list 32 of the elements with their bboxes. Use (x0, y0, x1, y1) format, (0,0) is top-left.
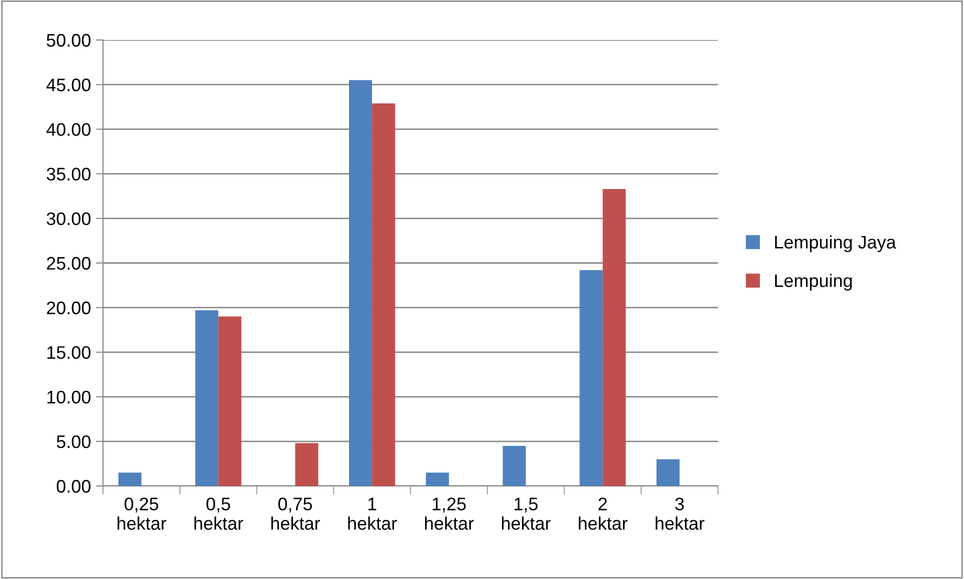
x-tick-label: 0,75 hektar (271, 498, 320, 530)
y-tick-label: 45.00 (46, 78, 90, 92)
x-tick-label: 3 hektar (656, 498, 704, 530)
x-tick-label: 0,25 hektar (118, 498, 166, 530)
legend-label: Lempuing (775, 274, 852, 291)
x-tick-label: 1 hektar (348, 498, 397, 530)
y-tick-label: 0.00 (56, 480, 90, 493)
y-tick-label: 30.00 (46, 212, 90, 226)
bar (602, 188, 626, 486)
y-tick-label: 35.00 (46, 168, 90, 181)
y-tick-label: 20.00 (46, 302, 90, 314)
legend-label: Lempuing Jaya (775, 235, 896, 252)
bar (656, 459, 680, 486)
x-tick-label: 1,5 hektar (502, 498, 551, 530)
bar (502, 446, 526, 486)
bar (218, 316, 242, 486)
bar (372, 103, 396, 486)
y-tick-label: 40.00 (46, 123, 90, 136)
y-tick-label: 50.00 (46, 34, 90, 47)
bar (118, 472, 142, 486)
x-tick-label: 0,5 hektar (194, 498, 244, 530)
x-tick-label: 1,25 hektar (425, 498, 474, 530)
bar (295, 443, 318, 486)
bar (195, 310, 218, 486)
y-tick-label: 15.00 (47, 346, 90, 359)
y-tick-label: 5.00 (56, 435, 90, 448)
y-tick-label: 25.00 (46, 256, 90, 270)
bar (426, 472, 449, 486)
x-tick-label: 2 hektar (578, 498, 628, 530)
bar (349, 80, 372, 486)
bar (580, 270, 603, 486)
y-tick-label: 10.00 (47, 390, 90, 404)
